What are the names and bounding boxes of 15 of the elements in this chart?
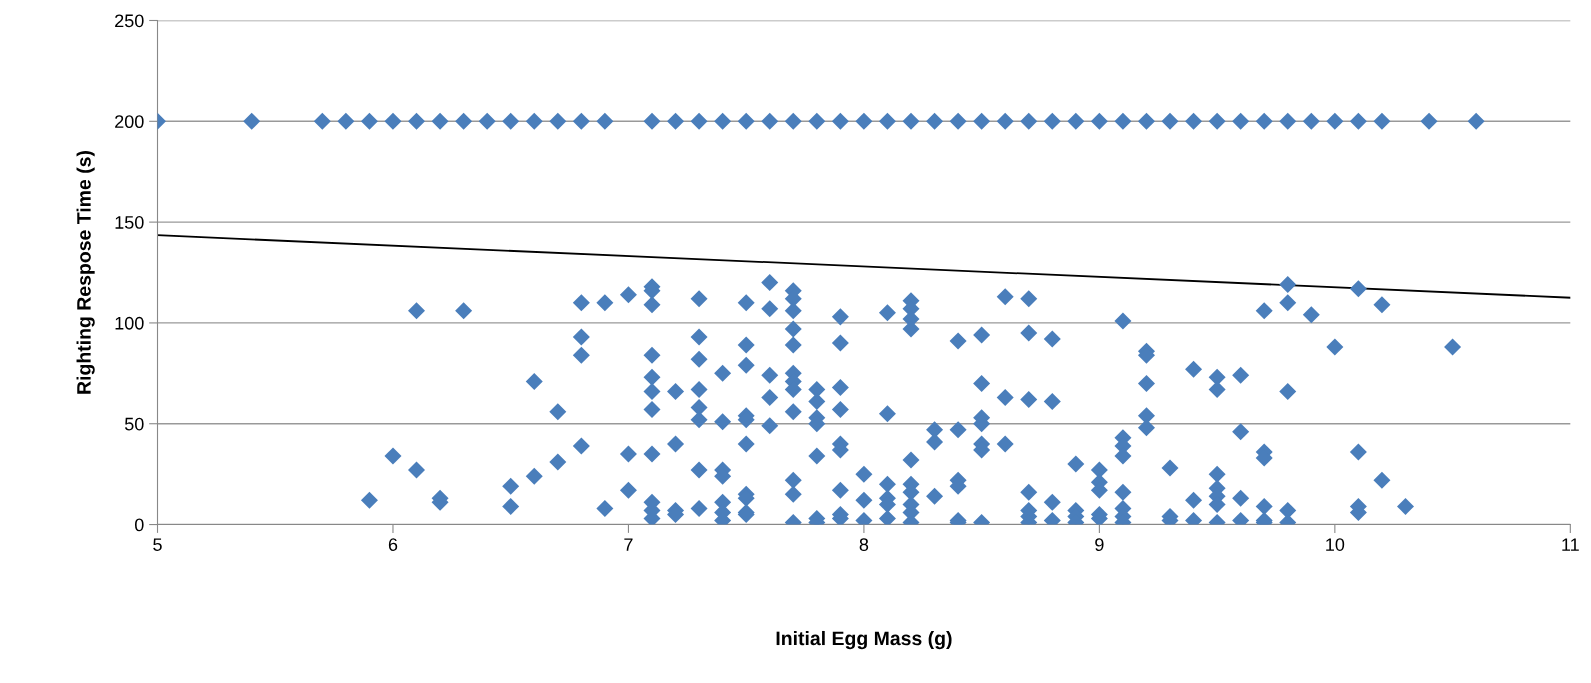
x-axis-title: Initial Egg Mass (g) [776,630,952,650]
y-tick-label: 200 [115,115,144,129]
x-tick-label: 10 [1326,538,1345,551]
x-tick-label: 11 [1562,538,1579,551]
y-tick-label: 150 [115,216,144,229]
x-tick-label: 8 [859,538,869,551]
y-axis-title: Righting Respose Time (s) [76,151,95,394]
y-tick-label: 0 [134,518,144,532]
y-tick-label: 50 [124,417,144,431]
y-tick-label: 250 [115,14,144,28]
x-tick-label: 5 [153,538,162,551]
x-tick-label: 7 [624,538,633,551]
y-tick-label: 100 [115,316,144,330]
x-tick-label: 9 [1095,538,1104,551]
x-tick-label: 6 [388,538,398,551]
